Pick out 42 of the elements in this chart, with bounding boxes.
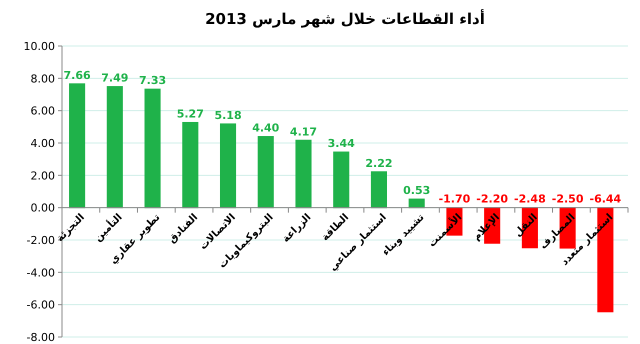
data-label: 7.66: [64, 68, 92, 82]
chart-title: أداء القطاعات خلال شهر مارس 2013: [205, 9, 485, 28]
y-tick-label: 4.00: [30, 137, 55, 150]
data-label: -2.50: [552, 192, 584, 206]
data-label: 0.53: [403, 184, 430, 198]
y-tick-label: -4.00: [26, 266, 55, 280]
data-label: -1.70: [438, 192, 471, 206]
data-label: 7.49: [101, 72, 128, 85]
data-label: 3.44: [328, 137, 356, 150]
bar: [220, 123, 236, 208]
y-tick-label: 10.00: [24, 40, 55, 53]
data-label: -6.44: [590, 192, 622, 206]
y-tick-label: -8.00: [26, 331, 55, 344]
data-label: 2.22: [365, 156, 393, 170]
x-tick-label: النقل: [512, 212, 540, 240]
bar: [182, 122, 198, 208]
y-tick-label: -2.00: [26, 234, 55, 247]
y-tick-label: 8.00: [30, 72, 55, 86]
x-tick-label: الأسمنت: [425, 210, 464, 250]
x-tick-label: الإعلام: [471, 212, 502, 243]
bar: [69, 83, 86, 208]
y-tick-label: 2.00: [30, 169, 55, 182]
x-tick-label: الطاقة: [320, 212, 352, 244]
data-label: -2.48: [514, 192, 546, 206]
data-label: 5.27: [176, 107, 204, 120]
bar: [333, 152, 350, 208]
y-tick-label: 0.00: [30, 202, 55, 215]
bar: [144, 88, 161, 208]
x-tick-label: الزراعة: [280, 212, 314, 245]
data-label: -2.20: [476, 192, 508, 206]
bar: [370, 171, 388, 208]
data-label: 7.33: [138, 74, 166, 88]
y-tick-label: 6.00: [30, 104, 55, 118]
bar: [295, 140, 312, 208]
x-tick-label: الفنادق: [166, 212, 200, 246]
data-label: 5.18: [214, 108, 242, 122]
y-tick-label: -6.00: [26, 298, 55, 312]
x-tick-label: التجزئة: [54, 212, 87, 244]
bar: [106, 86, 123, 208]
data-label: 4.40: [252, 122, 280, 135]
bar: [258, 136, 274, 208]
data-label: 4.17: [290, 125, 318, 138]
